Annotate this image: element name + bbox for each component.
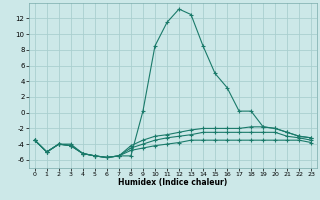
X-axis label: Humidex (Indice chaleur): Humidex (Indice chaleur) (118, 178, 228, 187)
